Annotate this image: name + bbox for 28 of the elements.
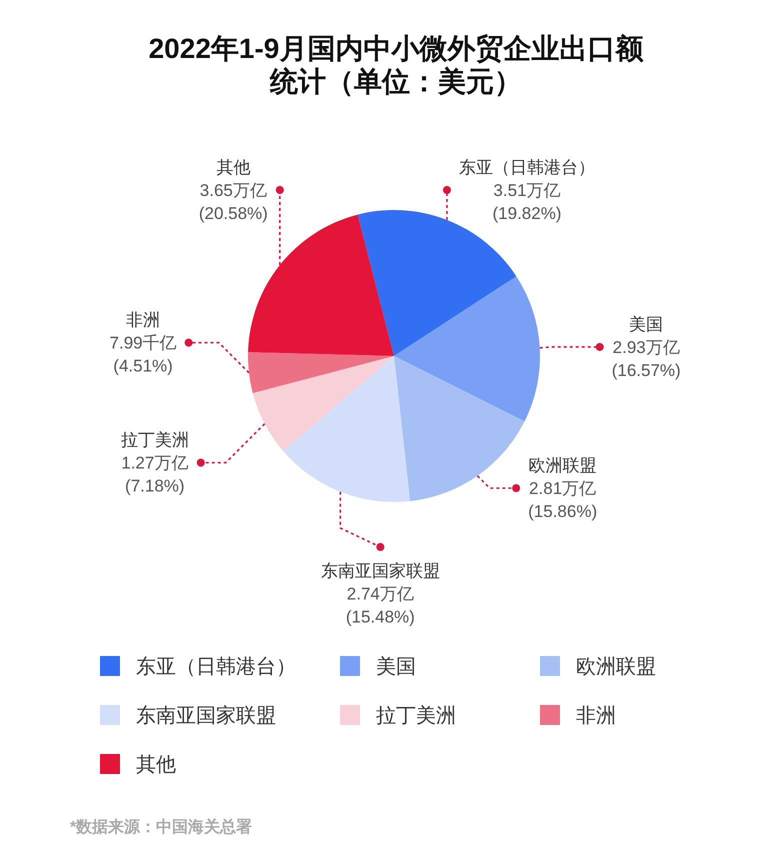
- chart-title: 2022年1-9月国内中小微外贸企业出口额统计（单位：美元）: [148, 33, 644, 97]
- pie-slice: [283, 356, 410, 502]
- slice-label: 东亚（日韩港台）: [458, 158, 595, 177]
- slice-label: 非洲: [126, 310, 160, 330]
- pie-slice: [248, 352, 394, 394]
- pie-slice: [394, 356, 525, 502]
- legend-label: 欧洲联盟: [576, 656, 656, 678]
- pie-slice: [394, 276, 540, 422]
- legend-label: 美国: [376, 655, 416, 678]
- data-label: 3.65万亿 (20.58%): [198, 180, 268, 223]
- slice-label: 欧洲联盟: [528, 456, 597, 476]
- pie-slice: [252, 356, 394, 451]
- legend-label: 东南亚国家联盟: [136, 705, 276, 727]
- data-label: 3.51万亿 (19.82%): [492, 180, 562, 223]
- legend-label: 非洲: [576, 705, 616, 727]
- data-label: 2.93万亿 (16.57%): [612, 338, 681, 380]
- legend-label: 东亚（日韩港台）: [136, 656, 296, 678]
- slice-label: 其他: [216, 158, 250, 177]
- data-label: 1.27万亿 (7.18%): [121, 454, 188, 496]
- text: *数据来源：中国海关总署: [70, 818, 252, 836]
- legend-label: 其他: [136, 754, 176, 776]
- slice-label: 东南亚国家联盟: [320, 561, 440, 580]
- slice-label: 美国: [629, 314, 664, 334]
- data-label: 2.81万亿 (15.86%): [528, 479, 598, 522]
- data-label: 2.74万亿 (15.48%): [346, 584, 415, 626]
- legend-label: 拉丁美洲: [376, 704, 456, 727]
- slice-label: 拉丁美洲: [120, 430, 189, 450]
- data-label: 7.99千亿 (4.51%): [110, 334, 177, 376]
